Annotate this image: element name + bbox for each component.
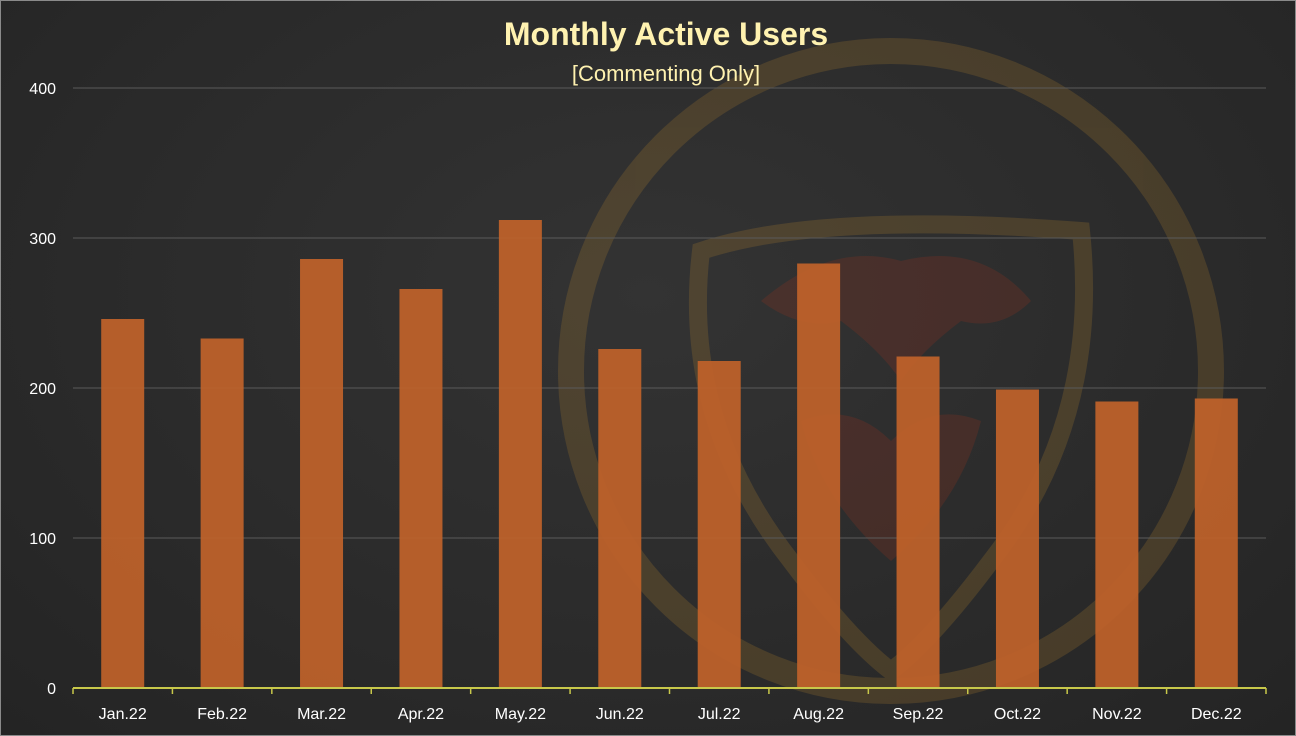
bar <box>598 349 642 688</box>
y-tick-label: 200 <box>29 381 56 398</box>
x-tick-label: Feb.22 <box>197 706 247 723</box>
bar <box>1194 398 1238 688</box>
bar <box>200 338 244 688</box>
x-tick-label: Jan.22 <box>99 706 147 723</box>
bar <box>399 289 443 688</box>
x-tick-label: Dec.22 <box>1191 706 1242 723</box>
y-tick-label: 100 <box>29 531 56 548</box>
bar <box>697 361 741 688</box>
x-tick-label: Jul.22 <box>698 706 741 723</box>
x-tick-label: Sep.22 <box>893 706 944 723</box>
bar <box>101 319 145 688</box>
bar <box>1095 401 1139 688</box>
bar <box>896 356 940 688</box>
y-tick-label: 300 <box>29 231 56 248</box>
bars <box>101 220 1238 688</box>
y-tick-label: 400 <box>29 81 56 98</box>
bar <box>498 220 542 688</box>
x-tick-label: Nov.22 <box>1092 706 1142 723</box>
x-tick-label: Oct.22 <box>994 706 1041 723</box>
x-tick-label: Apr.22 <box>398 706 444 723</box>
x-tick-label: Mar.22 <box>297 706 346 723</box>
y-axis-ticks: 0 100 200 300 400 <box>29 81 56 698</box>
chart-title: Monthly Active Users <box>504 16 828 52</box>
x-tick-label: Jun.22 <box>596 706 644 723</box>
x-tick-label: May.22 <box>495 706 546 723</box>
bar <box>300 259 344 688</box>
y-tick-label: 0 <box>47 681 56 698</box>
x-axis-ticks: Jan.22 Feb.22 Mar.22 Apr.22 May.22 Jun.22 Jul.… <box>99 706 1242 723</box>
x-axis <box>72 687 1267 694</box>
x-tick-label: Aug.22 <box>793 706 844 723</box>
bar <box>797 263 841 688</box>
bar <box>995 389 1039 688</box>
chart-subtitle: [Commenting Only] <box>572 61 760 86</box>
gridlines <box>73 87 1266 539</box>
